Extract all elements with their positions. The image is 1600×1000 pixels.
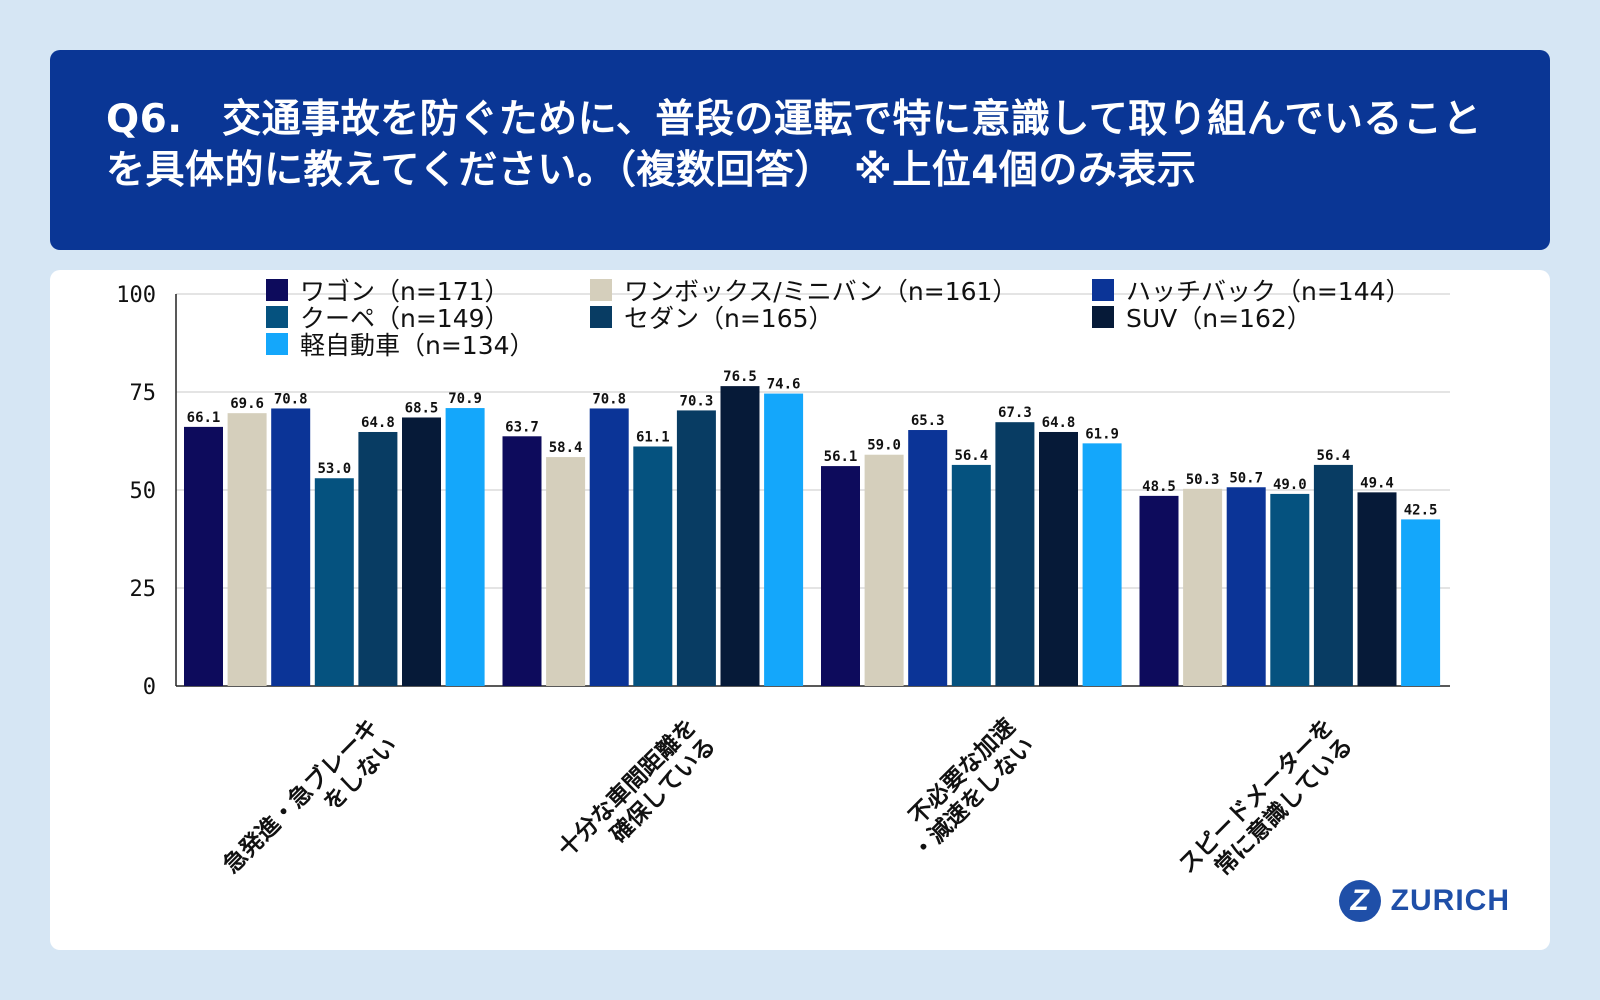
data-label: 48.5	[1142, 479, 1176, 495]
bar	[1226, 487, 1266, 686]
bar	[184, 426, 223, 686]
data-label: 70.3	[680, 393, 714, 409]
legend-item: 軽自動車（n=134）	[266, 331, 535, 360]
data-label: 63.7	[505, 419, 539, 435]
y-tick-label: 100	[116, 283, 156, 308]
data-label: 64.8	[1042, 415, 1076, 431]
bar	[314, 478, 354, 686]
data-label: 49.4	[1360, 475, 1394, 491]
bar	[1357, 492, 1397, 686]
legend-label: SUV（n=162）	[1126, 304, 1312, 333]
legend-label: セダン（n=165）	[624, 304, 834, 333]
data-label: 68.5	[405, 400, 439, 416]
data-label: 67.3	[998, 405, 1032, 421]
data-label: 66.1	[187, 410, 221, 426]
bar	[589, 408, 629, 686]
legend-item: SUV（n=162）	[1092, 304, 1312, 333]
y-tick-label: 0	[143, 675, 156, 700]
y-tick-label: 50	[130, 479, 157, 504]
bar	[546, 457, 586, 686]
y-tick-label: 25	[130, 577, 157, 602]
bar	[676, 410, 716, 686]
data-label: 61.1	[636, 429, 670, 445]
bar	[633, 446, 673, 686]
zurich-logo-icon: Z	[1338, 880, 1381, 922]
bar	[908, 430, 948, 686]
legend-item: ワゴン（n=171）	[266, 277, 510, 306]
bar	[445, 408, 485, 686]
data-label: 65.3	[911, 413, 945, 429]
legend-item: ハッチバック（n=144）	[1092, 277, 1411, 306]
data-label: 53.0	[317, 461, 351, 477]
question-title: Q6. 交通事故を防ぐために、普段の運転で特に意識して取り組んでいること を具体…	[106, 94, 1500, 196]
data-label: 50.3	[1186, 472, 1220, 488]
legend-item: ワンボックス/ミニバン（n=161）	[590, 277, 1017, 306]
zurich-logo-text: ZURICH	[1390, 884, 1510, 917]
legend-label: 軽自動車（n=134）	[300, 331, 535, 360]
question-title-line1: Q6. 交通事故を防ぐために、普段の運転で特に意識して取り組んでいること	[106, 97, 1482, 142]
legend-label: クーペ（n=149）	[300, 304, 510, 333]
legend-swatch	[266, 279, 288, 301]
legend-label: ワゴン（n=171）	[300, 277, 510, 306]
data-label: 59.0	[867, 438, 901, 454]
data-label: 64.8	[361, 415, 395, 431]
legend-swatch	[1092, 306, 1114, 328]
data-label: 61.9	[1085, 426, 1119, 442]
legend-swatch	[1092, 279, 1114, 301]
legend-swatch	[266, 333, 288, 355]
bar	[764, 393, 804, 686]
bar	[951, 464, 991, 686]
question-header: Q6. 交通事故を防ぐために、普段の運転で特に意識して取り組んでいること を具体…	[50, 50, 1550, 250]
bar	[227, 413, 267, 686]
bar	[1401, 519, 1441, 686]
bar	[1313, 464, 1353, 686]
legend-swatch	[266, 306, 288, 328]
bar	[864, 454, 904, 686]
category-label-line: スピードメーターを	[1174, 714, 1339, 879]
bar	[358, 431, 398, 686]
bar	[821, 466, 860, 686]
legend-item: クーペ（n=149）	[266, 304, 510, 333]
bar	[271, 408, 311, 686]
legend-item: セダン（n=165）	[590, 304, 834, 333]
data-label: 50.7	[1229, 470, 1263, 486]
legend-label: ワンボックス/ミニバン（n=161）	[624, 277, 1017, 306]
y-tick-label: 75	[130, 381, 157, 406]
bar	[1183, 488, 1223, 686]
legend-swatch	[590, 279, 612, 301]
bar	[1270, 493, 1310, 686]
bar	[995, 422, 1035, 686]
bar	[1039, 431, 1078, 686]
bar	[1139, 495, 1179, 686]
bar	[502, 436, 542, 686]
bar	[402, 417, 441, 686]
legend-swatch	[590, 306, 612, 328]
data-label: 76.5	[723, 369, 757, 385]
bar	[720, 386, 760, 686]
category-label-line: 急発進・急ブレーキ	[218, 713, 383, 878]
data-label: 70.8	[592, 391, 626, 407]
data-label: 56.4	[1317, 448, 1351, 464]
data-label: 74.6	[767, 377, 801, 393]
bar-chart: 0 25 50 75 100 66.1 63.7 56.1 48.5 69.6 58.4 59.0 50…	[116, 277, 1450, 881]
data-label: 69.6	[230, 396, 264, 412]
zurich-logo: Z ZURICH	[1338, 880, 1510, 922]
data-label: 58.4	[549, 440, 583, 456]
question-title-line2: を具体的に教えてください。（複数回答） ※上位4個のみ表示	[106, 148, 1197, 193]
data-label: 70.8	[274, 391, 308, 407]
data-label: 56.1	[824, 449, 858, 465]
data-label: 70.9	[448, 391, 482, 407]
category-label: 不必要な加速・減速をしない	[904, 713, 1040, 865]
data-label: 42.5	[1404, 502, 1438, 518]
legend-label: ハッチバック（n=144）	[1126, 277, 1411, 306]
data-label: 49.0	[1273, 477, 1307, 493]
bar	[1082, 443, 1122, 686]
chart-panel: 0 25 50 75 100 66.1 63.7 56.1 48.5 69.6 58.4 59.0 50…	[50, 270, 1550, 950]
data-label: 56.4	[954, 448, 988, 464]
